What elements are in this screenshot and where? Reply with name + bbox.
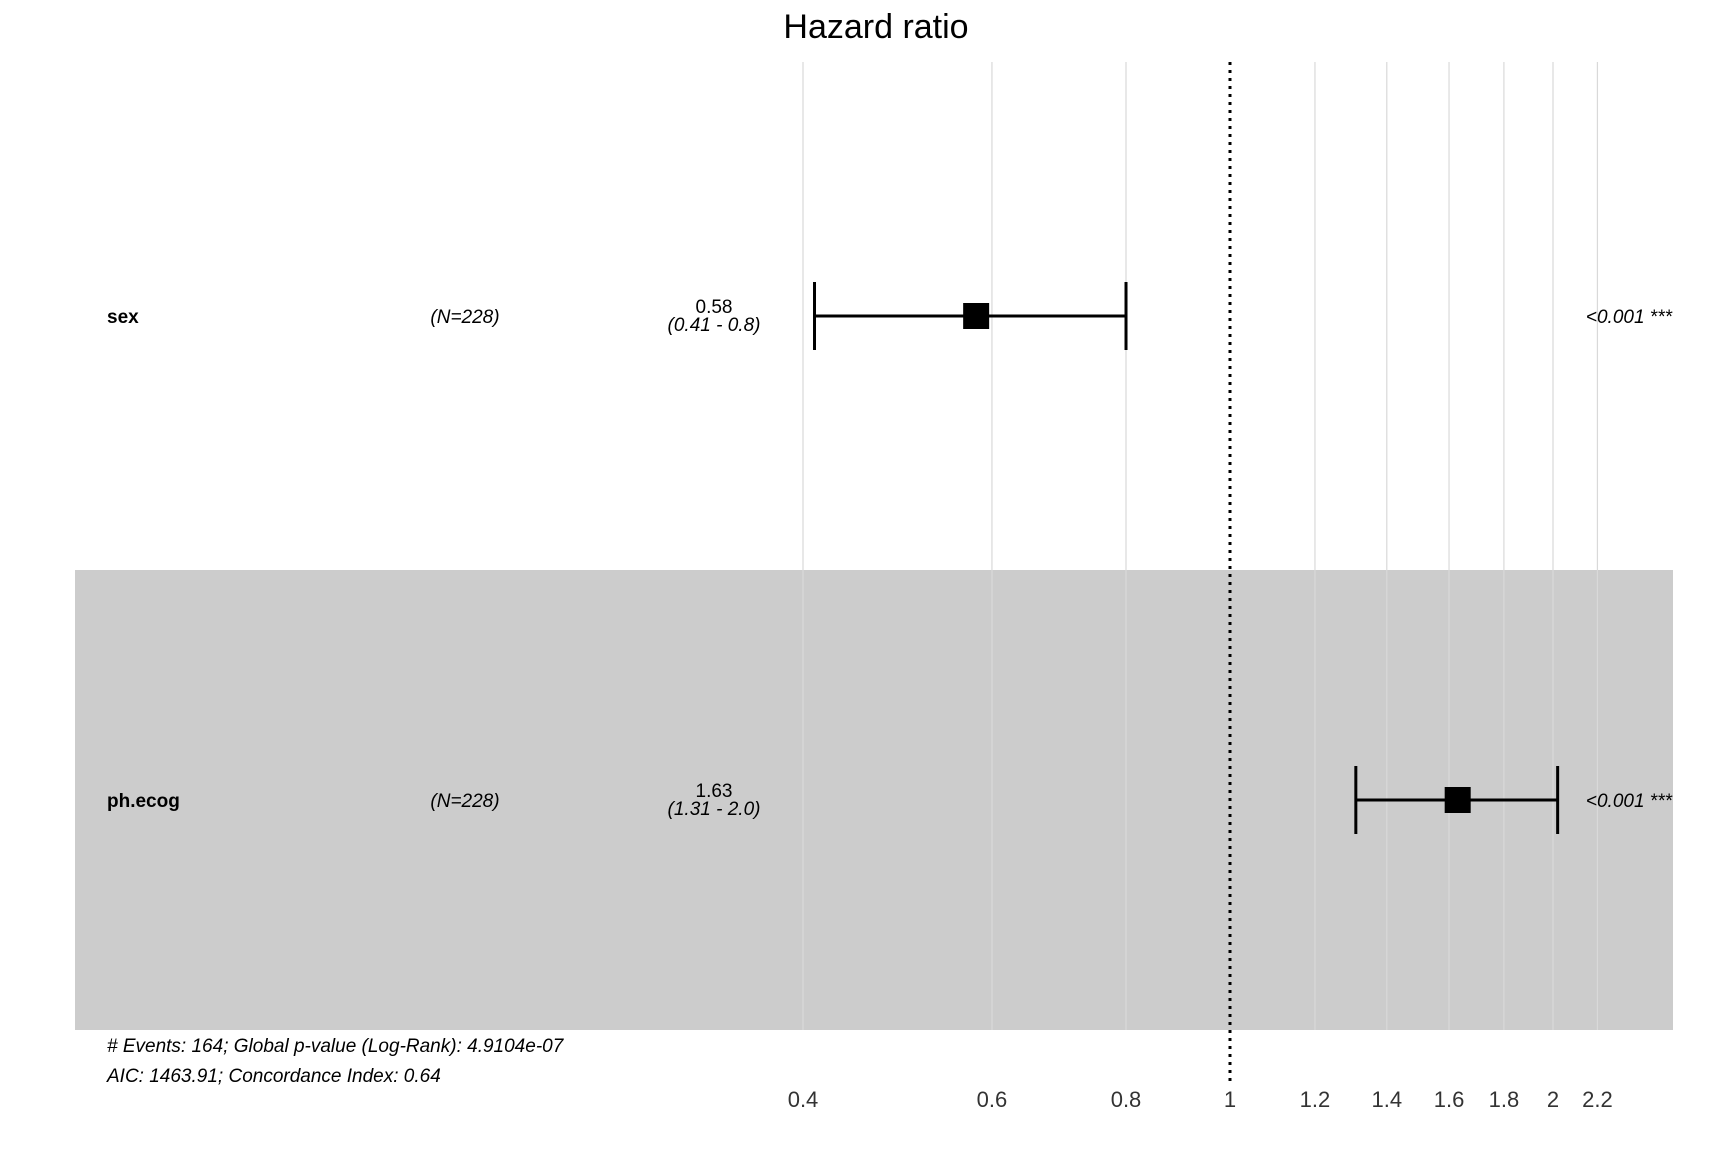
n-label: (N=228): [430, 791, 499, 812]
n-label: (N=228): [430, 307, 499, 328]
forest-row: ph.ecog (N=228) 1.63(1.31 - 2.0) <0.001 ***: [107, 766, 1673, 834]
forest-row: sex (N=228) 0.58(0.41 - 0.8) <0.001 ***: [107, 282, 1673, 350]
footnotes: # Events: 164; Global p-value (Log-Rank)…: [106, 1036, 565, 1087]
estimate-label: 0.58: [696, 297, 733, 318]
estimate-marker: [963, 303, 990, 329]
tick-label: 0.6: [977, 1087, 1008, 1112]
tick-label: 0.8: [1111, 1087, 1142, 1112]
tick-label: 1.6: [1434, 1087, 1465, 1112]
p-value-label: <0.001 ***: [1586, 307, 1673, 328]
tick-label: 2.2: [1582, 1087, 1613, 1112]
tick-label: 2: [1547, 1087, 1559, 1112]
footnote-line: # Events: 164; Global p-value (Log-Rank)…: [107, 1036, 565, 1057]
footnote-line: AIC: 1463.91; Concordance Index: 0.64: [106, 1066, 441, 1087]
tick-label: 1.2: [1300, 1087, 1331, 1112]
ci-label: (0.41 - 0.8): [668, 315, 761, 336]
estimate-label: 1.63: [696, 781, 733, 802]
tick-label: 1.4: [1372, 1087, 1403, 1112]
tick-label: 1: [1224, 1087, 1236, 1112]
variable-label: ph.ecog: [107, 791, 180, 812]
ci-label: (1.31 - 2.0): [668, 799, 761, 820]
tick-label: 0.4: [788, 1087, 819, 1112]
estimate-marker: [1444, 787, 1471, 813]
rows: sex (N=228) 0.58(0.41 - 0.8) <0.001 ***ph.e…: [107, 282, 1673, 834]
tick-label: 1.8: [1489, 1087, 1520, 1112]
chart-title: Hazard ratio: [783, 8, 968, 46]
x-axis-ticks: 0.4 0.6 0.8 1 1.2 1.4 1.6 1.8 2 2.2: [788, 1087, 1613, 1112]
p-value-label: <0.001 ***: [1586, 791, 1673, 812]
variable-label: sex: [107, 307, 139, 328]
grid-lines: [802, 62, 1599, 1030]
